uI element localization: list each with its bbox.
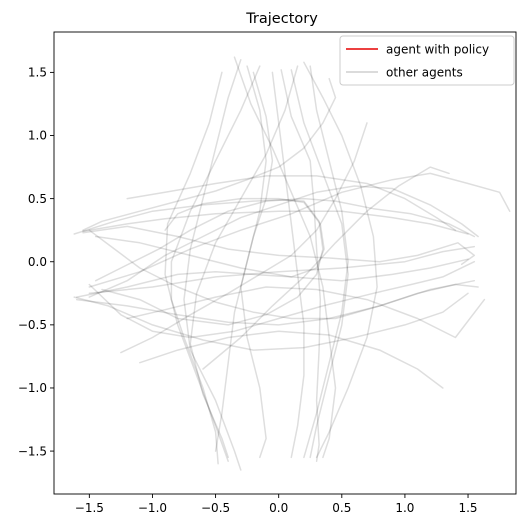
other-agent-trajectory-11 [183,59,242,471]
x-tick-label-5: 1.0 [395,501,414,515]
other-agent-trajectory-13 [290,69,349,459]
x-tick-label-0: −1.5 [75,501,104,515]
other-agent-trajectory-4 [88,245,476,295]
legend: agent with policy other agents [339,35,515,86]
other-agent-trajectory-16 [170,65,261,465]
other-agent-trajectory-2 [82,210,469,235]
legend-box [339,35,515,86]
other-agent-trajectory-17 [164,71,229,462]
other-agent-trajectory-20 [233,56,337,459]
other-agent-trajectory-24 [202,166,450,370]
y-tick-label-0: −1.5 [18,444,47,458]
other-agent-trajectory-22 [88,229,479,320]
other-agent-trajectory-30 [88,260,476,339]
x-tick-label-2: −0.5 [201,501,230,515]
other-agent-trajectory-15 [303,61,378,459]
other-agent-trajectory-19 [240,71,274,459]
y-tick-label-5: 1.0 [28,129,47,143]
other-agent-trajectory-25 [126,175,457,231]
axes: −1.5 −1.0 −0.5 0.0 0.5 1.0 1.5 −1.5 −1.0 −0.5 0.0 0… [18,31,517,515]
y-tick-label-2: −0.5 [18,318,47,332]
other-agent-trajectory-14 [271,71,305,459]
other-agent-trajectory-18 [280,69,322,462]
legend-label-other-agents: other agents [386,66,463,80]
y-tick-label-6: 1.5 [28,66,47,80]
other-agent-trajectory-7 [73,292,469,351]
plot-area [73,56,511,471]
x-tick-label-1: −1.0 [138,501,167,515]
other-agent-trajectory-10 [214,65,267,452]
other-agent-trajectory-26 [139,330,444,389]
x-tick-label-6: 1.5 [458,501,477,515]
other-agent-trajectory-5 [94,235,469,282]
y-tick-label-1: −1.0 [18,381,47,395]
other-agent-trajectory-29 [94,197,476,282]
other-agent-trajectory-6 [82,225,476,266]
other-agent-trajectory-1 [73,199,324,326]
y-tick-label-4: 0.5 [28,192,47,206]
y-tick-label-3: 0.0 [28,255,47,269]
other-agent-trajectory-27 [120,122,368,354]
other-agent-trajectory-9 [126,286,486,339]
other-agent-trajectory-3 [75,279,476,326]
axes-frame [53,31,517,495]
chart-title: Trajectory [245,11,318,27]
other-agent-trajectory-23 [88,185,479,298]
other-agent-trajectory-28 [82,77,337,231]
other-agent-trajectory-12 [303,65,349,459]
other-agent-trajectory-0 [75,197,325,298]
legend-label-agent-with-policy: agent with policy [386,43,489,57]
other-agent-trajectory-21 [189,65,299,459]
x-tick-label-3: 0.0 [269,501,288,515]
x-tick-label-4: 0.5 [332,501,351,515]
other-agent-trajectory-8 [88,172,511,288]
